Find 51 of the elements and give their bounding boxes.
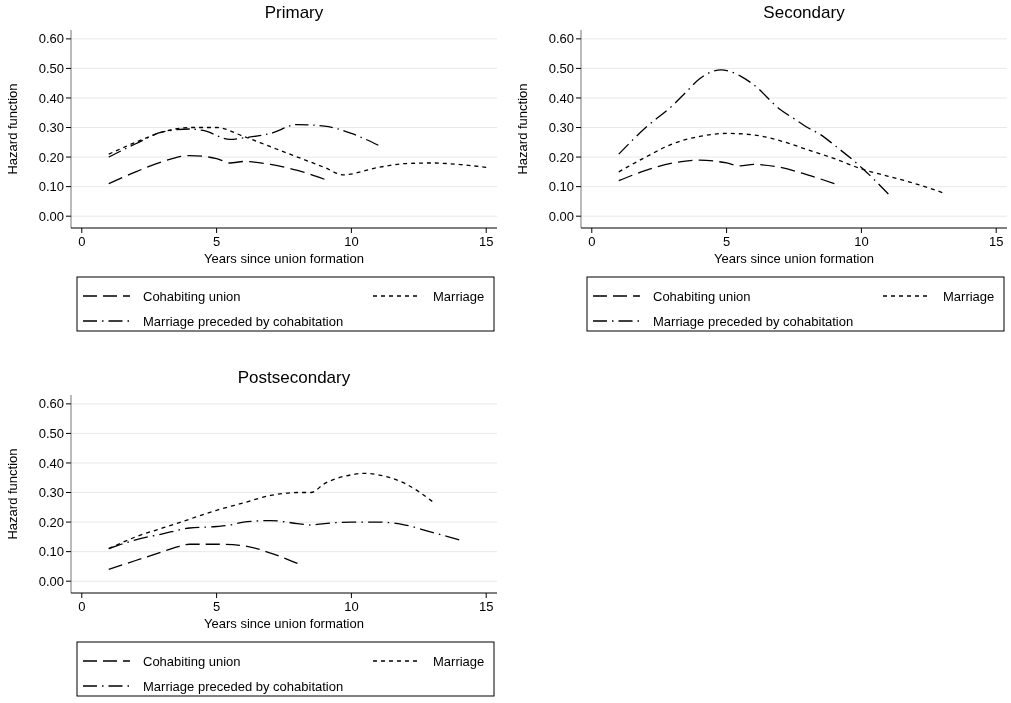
y-tick-label: 0.20 xyxy=(548,149,574,165)
legend-label: Marriage preceded by cohabitation xyxy=(143,678,344,694)
chart-title: Secondary xyxy=(763,3,846,22)
y-tick-label: 0.10 xyxy=(38,179,64,195)
x-tick-label: 5 xyxy=(722,234,731,249)
x-tick-label: 0 xyxy=(78,599,86,614)
chart-title: Postsecondary xyxy=(237,368,351,387)
legend-label: Cohabiting union xyxy=(653,288,751,304)
x-tick-label: 10 xyxy=(854,234,869,249)
y-axis-title: Hazard function xyxy=(5,83,20,175)
y-tick-label: 0.20 xyxy=(38,514,64,530)
legend-label: Marriage xyxy=(943,288,995,304)
x-axis-title: Years since union formation xyxy=(204,251,364,266)
x-tick-label: 10 xyxy=(344,599,359,614)
y-tick-label: 0.20 xyxy=(38,149,64,165)
y-tick-label: 0.40 xyxy=(548,90,574,106)
x-tick-label: 5 xyxy=(212,599,221,614)
y-axis-title: Hazard function xyxy=(515,83,530,175)
legend-label: Marriage preceded by cohabitation xyxy=(653,313,854,329)
x-tick-label: 15 xyxy=(478,234,494,249)
y-tick-label: 0.30 xyxy=(38,485,64,501)
x-axis-title: Years since union formation xyxy=(204,616,364,631)
x-tick-label: 15 xyxy=(478,599,494,614)
legend-label: Marriage xyxy=(433,288,485,304)
y-tick-label: 0.00 xyxy=(38,573,64,589)
y-tick-label: 0.00 xyxy=(548,208,574,224)
y-tick-label: 0.40 xyxy=(38,455,64,471)
y-tick-label: 0.30 xyxy=(548,120,574,136)
y-tick-label: 0.30 xyxy=(38,120,64,136)
x-tick-label: 10 xyxy=(344,234,359,249)
legend-label: Marriage xyxy=(433,653,485,669)
x-axis-title: Years since union formation xyxy=(714,251,874,266)
y-tick-label: 0.40 xyxy=(38,90,64,106)
legend-label: Cohabiting union xyxy=(143,653,241,669)
legend-label: Cohabiting union xyxy=(143,288,241,304)
x-tick-label: 5 xyxy=(212,234,221,249)
y-tick-label: 0.50 xyxy=(38,60,64,76)
x-tick-label: 0 xyxy=(78,234,86,249)
y-tick-label: 0.50 xyxy=(38,425,64,441)
x-tick-label: 15 xyxy=(988,234,1004,249)
y-tick-label: 0.10 xyxy=(38,544,64,560)
y-axis-title: Hazard function xyxy=(5,448,20,540)
x-tick-label: 0 xyxy=(588,234,596,249)
chart-title: Primary xyxy=(264,3,324,22)
legend-label: Marriage preceded by cohabitation xyxy=(143,313,344,329)
y-tick-label: 0.60 xyxy=(548,31,574,47)
y-tick-label: 0.00 xyxy=(38,208,64,224)
y-tick-label: 0.60 xyxy=(38,396,64,412)
y-tick-label: 0.10 xyxy=(548,179,574,195)
y-tick-label: 0.50 xyxy=(548,60,574,76)
y-tick-label: 0.60 xyxy=(38,31,64,47)
